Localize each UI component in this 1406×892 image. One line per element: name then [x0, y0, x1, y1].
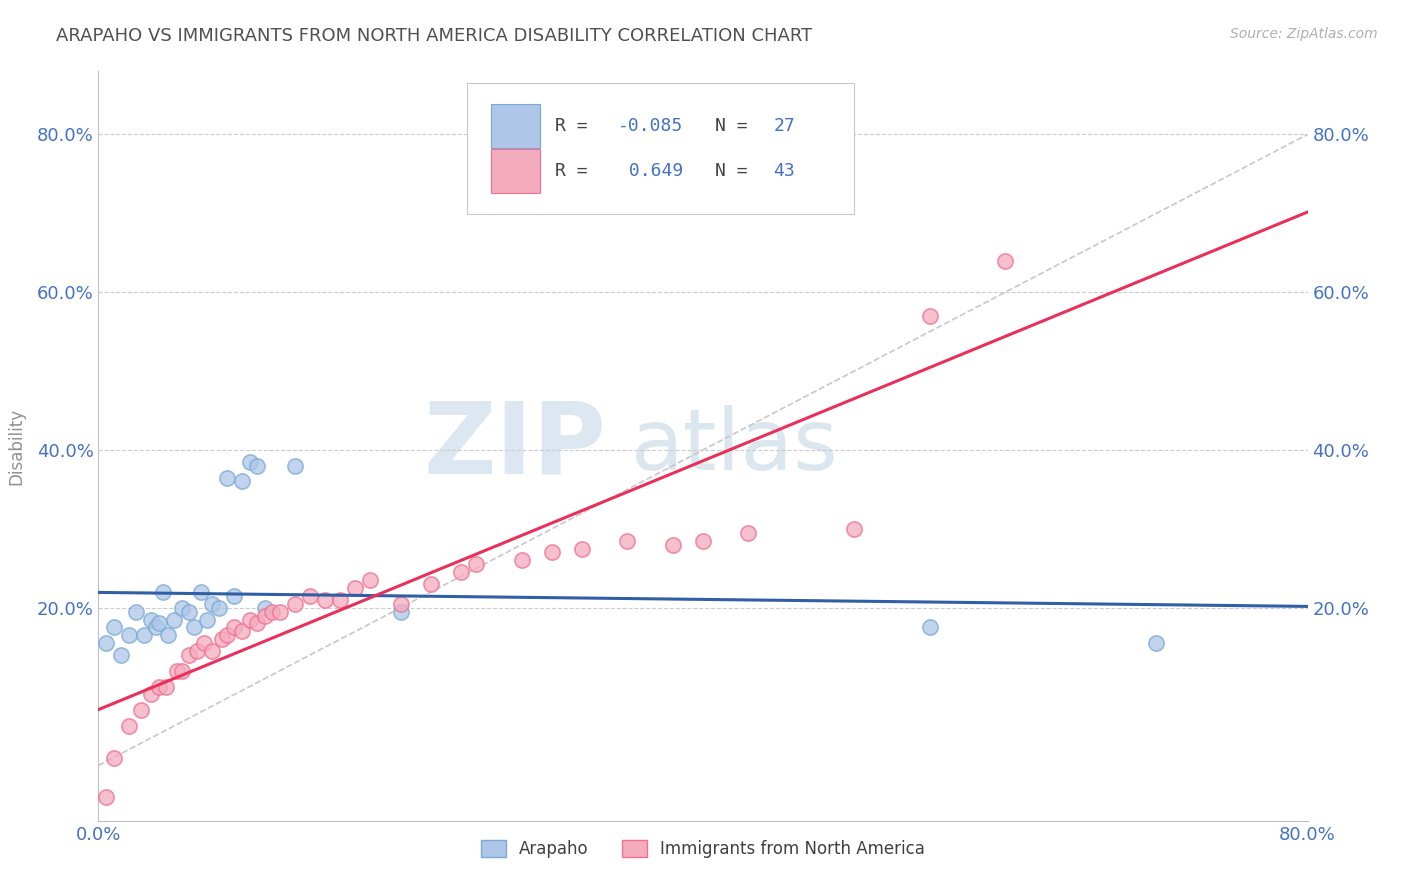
Point [224, 620, 246, 634]
Text: 27: 27 [773, 117, 794, 135]
Point [389, 605, 412, 619]
Point [163, 613, 186, 627]
Point [152, 585, 174, 599]
Point [224, 589, 246, 603]
Point [103, 750, 125, 764]
Point [299, 589, 322, 603]
Point [141, 688, 163, 702]
Text: ZIP: ZIP [423, 398, 606, 494]
Point [215, 628, 238, 642]
Point [284, 458, 307, 473]
Point [201, 597, 224, 611]
Point [215, 470, 238, 484]
Point [246, 458, 269, 473]
Point [208, 600, 231, 615]
Point [148, 680, 170, 694]
Text: 0.649: 0.649 [619, 162, 683, 180]
Y-axis label: Disability: Disability [7, 408, 25, 484]
Point [231, 475, 253, 489]
Point [148, 616, 170, 631]
Point [103, 620, 125, 634]
Point [118, 719, 141, 733]
Point [253, 608, 276, 623]
Point [329, 592, 352, 607]
Point [239, 455, 262, 469]
FancyBboxPatch shape [492, 104, 540, 148]
Point [94, 789, 117, 804]
Point [195, 613, 218, 627]
Point [211, 632, 233, 647]
Point [616, 533, 638, 548]
Point [141, 613, 163, 627]
Point [994, 253, 1017, 268]
Legend: Arapaho, Immigrants from North America: Arapaho, Immigrants from North America [474, 833, 932, 864]
Point [231, 624, 253, 639]
Point [132, 628, 155, 642]
Point [1144, 636, 1167, 650]
Point [692, 533, 714, 548]
Point [844, 522, 866, 536]
Text: R =: R = [555, 162, 599, 180]
Point [269, 605, 291, 619]
Point [420, 577, 443, 591]
Text: N =: N = [716, 117, 759, 135]
Point [193, 636, 215, 650]
Point [155, 680, 177, 694]
Point [571, 541, 593, 556]
Point [918, 309, 941, 323]
Point [360, 573, 382, 587]
Point [510, 553, 533, 567]
Point [253, 600, 276, 615]
Point [737, 525, 759, 540]
Point [129, 703, 152, 717]
Point [183, 620, 205, 634]
Text: -0.085: -0.085 [619, 117, 683, 135]
Point [752, 190, 775, 204]
Point [389, 597, 412, 611]
Point [179, 605, 201, 619]
FancyBboxPatch shape [492, 149, 540, 193]
Point [201, 644, 224, 658]
Point [179, 648, 201, 662]
FancyBboxPatch shape [467, 83, 855, 214]
Point [314, 592, 336, 607]
Point [94, 636, 117, 650]
Point [661, 538, 683, 552]
Text: N =: N = [716, 162, 759, 180]
Point [246, 616, 269, 631]
Point [125, 605, 148, 619]
Point [918, 620, 941, 634]
Point [156, 628, 179, 642]
Point [170, 664, 193, 678]
Point [465, 558, 488, 572]
Text: R =: R = [555, 117, 599, 135]
Point [145, 620, 167, 634]
Text: ARAPAHO VS IMMIGRANTS FROM NORTH AMERICA DISABILITY CORRELATION CHART: ARAPAHO VS IMMIGRANTS FROM NORTH AMERICA… [56, 27, 813, 45]
Point [450, 565, 472, 579]
Point [190, 585, 212, 599]
Point [284, 597, 307, 611]
Text: 43: 43 [773, 162, 794, 180]
Point [118, 628, 141, 642]
Point [166, 664, 188, 678]
Text: Source: ZipAtlas.com: Source: ZipAtlas.com [1230, 27, 1378, 41]
Point [239, 613, 262, 627]
Point [540, 545, 562, 559]
Point [170, 600, 193, 615]
Point [110, 648, 132, 662]
Text: atlas: atlas [630, 404, 838, 488]
Point [344, 581, 367, 595]
Point [186, 644, 208, 658]
Point [262, 605, 284, 619]
